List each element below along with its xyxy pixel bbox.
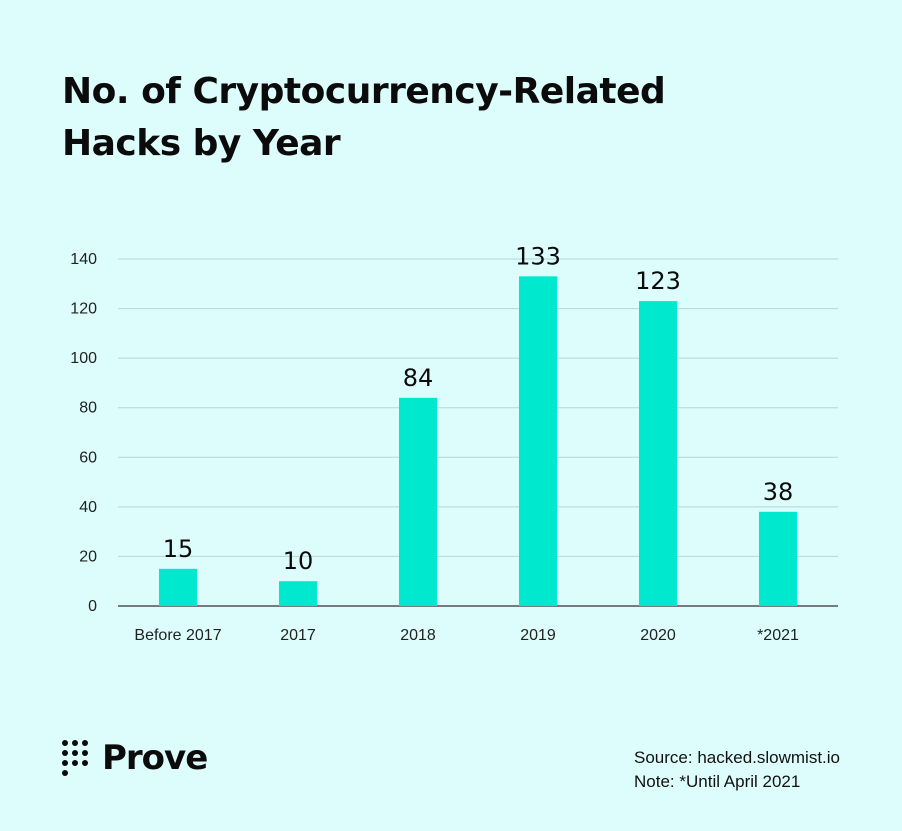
chart-title-line-1: No. of Cryptocurrency-Related <box>62 71 666 112</box>
data-labels: 15 10 84 133 123 38 <box>163 242 794 575</box>
x-tick-label: 2020 <box>640 627 676 644</box>
data-label: 123 <box>635 267 681 295</box>
chart-title-line-2: Hacks by Year <box>62 123 341 164</box>
prove-logo: Prove <box>62 738 208 778</box>
data-label: 10 <box>283 547 314 575</box>
brand-name: Prove <box>102 738 208 778</box>
grid-lines <box>118 258 838 607</box>
bars <box>159 276 797 606</box>
data-label: 133 <box>515 242 561 270</box>
bar <box>759 511 797 606</box>
x-tick-label: 2017 <box>280 627 316 644</box>
y-tick-label: 80 <box>79 400 97 417</box>
data-label: 84 <box>403 364 434 392</box>
y-tick-label: 140 <box>70 251 97 268</box>
source-text: Source: hacked.slowmist.io <box>634 748 840 767</box>
note-text: Note: *Until April 2021 <box>634 772 801 791</box>
y-tick-label: 20 <box>79 548 97 565</box>
x-tick-label: 2019 <box>520 627 556 644</box>
y-tick-label: 0 <box>88 598 97 615</box>
bar-chart: 0 20 40 60 80 100 120 140 15 10 84 133 123 38 Before… <box>70 242 838 644</box>
bar <box>519 276 557 606</box>
bar <box>159 568 197 606</box>
y-tick-label: 100 <box>70 350 97 367</box>
prove-dots-icon <box>62 740 88 776</box>
data-label: 38 <box>763 478 794 506</box>
data-label: 15 <box>163 535 194 563</box>
y-tick-label: 120 <box>70 301 97 318</box>
footer-notes: Source: hacked.slowmist.io Note: *Until … <box>634 746 840 794</box>
bar <box>399 397 437 606</box>
y-tick-label: 60 <box>79 449 97 466</box>
x-tick-label: Before 2017 <box>134 627 221 644</box>
x-tick-label: 2018 <box>400 627 436 644</box>
bar <box>639 301 677 606</box>
chart-title: No. of Cryptocurrency-Related Hacks by Y… <box>62 66 762 170</box>
bar <box>279 581 317 606</box>
x-axis-ticks: Before 2017 2017 2018 2019 2020 *2021 <box>134 627 799 644</box>
y-axis-ticks: 0 20 40 60 80 100 120 140 <box>70 251 97 615</box>
x-tick-label: *2021 <box>757 627 799 644</box>
y-tick-label: 40 <box>79 499 97 516</box>
